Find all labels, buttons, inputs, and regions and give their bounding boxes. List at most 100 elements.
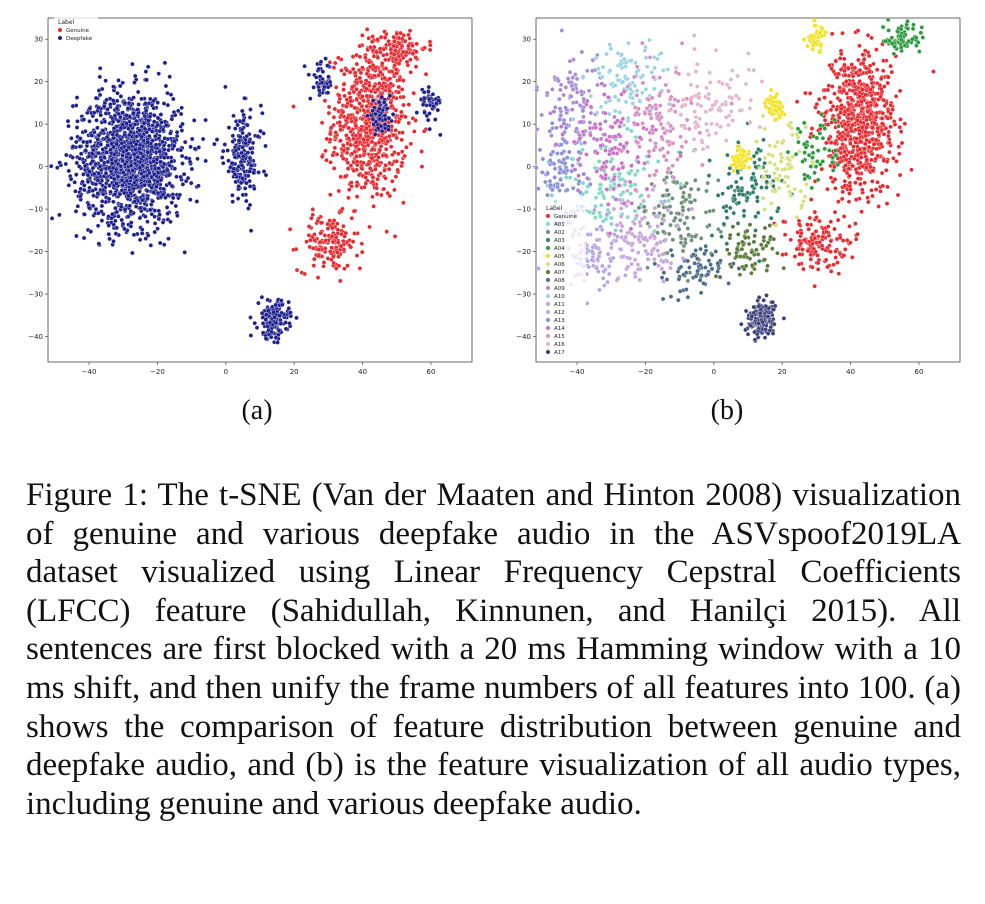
point-deepfake	[132, 122, 138, 127]
point-deepfake	[240, 145, 245, 150]
point-deepfake	[70, 155, 75, 160]
point-a04	[910, 26, 916, 32]
point-genuine	[356, 147, 362, 152]
point-deepfake	[168, 219, 173, 225]
point-genuine	[885, 116, 890, 121]
point-a09	[598, 136, 604, 142]
point-deepfake	[251, 170, 256, 176]
point-a05	[818, 43, 824, 48]
point-deepfake	[420, 102, 426, 107]
point-genuine	[304, 239, 309, 244]
point-genuine	[352, 105, 357, 111]
point-a03	[731, 210, 736, 216]
point-genuine	[388, 81, 394, 87]
point-genuine	[391, 132, 397, 138]
point-genuine	[397, 77, 402, 83]
point-deepfake	[275, 340, 280, 345]
point-deepfake	[90, 188, 96, 193]
point-genuine	[330, 225, 335, 231]
point-genuine	[833, 186, 838, 191]
point-genuine	[889, 69, 895, 75]
point-a04	[810, 150, 816, 156]
point-deepfake	[155, 170, 161, 175]
x-tick-label: 60	[915, 368, 924, 376]
point-genuine	[867, 63, 873, 68]
point-genuine	[337, 120, 342, 125]
point-deepfake	[436, 98, 441, 103]
point-deepfake	[232, 154, 238, 160]
point-genuine	[406, 43, 411, 49]
point-genuine	[836, 271, 842, 276]
point-deepfake	[263, 143, 268, 149]
point-a04	[920, 35, 926, 40]
point-a06	[803, 124, 808, 130]
point-deepfake	[268, 334, 274, 340]
point-deepfake	[181, 171, 187, 177]
point-genuine	[336, 55, 341, 61]
point-genuine	[828, 249, 833, 255]
point-deepfake	[55, 165, 60, 170]
point-genuine	[792, 254, 798, 259]
point-a03	[706, 173, 712, 178]
point-a11	[601, 269, 607, 274]
point-genuine	[382, 75, 387, 81]
point-deepfake	[103, 111, 109, 116]
point-genuine	[401, 200, 406, 205]
point-a09	[549, 133, 554, 138]
point-genuine	[349, 151, 355, 157]
point-a05	[738, 162, 743, 168]
point-a02	[682, 184, 688, 189]
point-a02	[686, 232, 692, 238]
point-genuine	[359, 249, 365, 255]
point-genuine	[404, 59, 410, 65]
point-a04	[822, 126, 828, 131]
point-genuine	[832, 91, 837, 96]
point-a02	[670, 196, 675, 201]
point-genuine	[859, 155, 864, 160]
point-deepfake	[104, 134, 110, 140]
point-deepfake	[180, 121, 185, 127]
point-a02	[674, 179, 680, 185]
point-genuine	[807, 215, 813, 221]
point-a09	[581, 96, 586, 102]
point-genuine	[341, 247, 347, 252]
point-deepfake	[248, 315, 253, 320]
point-a02	[732, 188, 738, 193]
point-deepfake	[377, 116, 382, 122]
point-a11	[597, 250, 603, 255]
point-a09	[556, 78, 561, 84]
point-a02	[696, 187, 701, 192]
point-genuine	[857, 94, 862, 99]
point-a09	[585, 68, 590, 74]
point-a02	[680, 248, 686, 254]
point-genuine	[341, 156, 346, 161]
point-deepfake	[317, 74, 323, 79]
point-deepfake	[178, 147, 184, 153]
point-genuine	[302, 271, 307, 277]
point-deepfake	[161, 186, 166, 192]
point-deepfake	[235, 122, 240, 128]
point-genuine	[383, 66, 389, 71]
point-deepfake	[375, 125, 381, 131]
point-deepfake	[126, 168, 131, 173]
point-deepfake	[167, 163, 172, 168]
point-deepfake	[145, 219, 150, 224]
point-deepfake	[203, 158, 208, 164]
point-a10	[607, 68, 613, 73]
point-a06	[789, 165, 794, 170]
point-deepfake	[182, 139, 188, 145]
point-deepfake	[154, 184, 159, 189]
point-deepfake	[99, 199, 105, 204]
point-genuine	[338, 174, 343, 180]
point-genuine	[359, 241, 365, 246]
point-genuine	[853, 197, 859, 202]
point-a10	[647, 37, 652, 43]
point-deepfake	[161, 101, 167, 106]
point-deepfake	[132, 80, 137, 85]
point-genuine	[346, 136, 351, 141]
point-deepfake	[258, 103, 264, 108]
point-a04	[891, 51, 897, 57]
point-deepfake	[136, 102, 141, 107]
figure-panel-b: −40 −20 0 20 40 60 30 20 10 0 −10 −20 −30 −40 Label Gen…	[500, 12, 970, 376]
point-deepfake	[102, 119, 108, 124]
